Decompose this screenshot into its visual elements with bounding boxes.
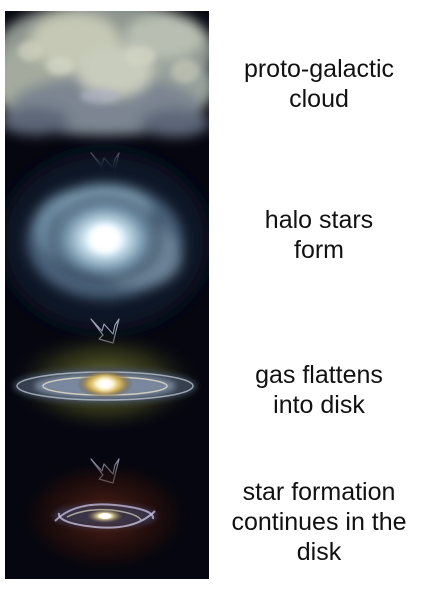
stage-label-star-formation: star formation continues in the disk xyxy=(212,477,426,567)
stage-label-line: into disk xyxy=(273,391,365,419)
galaxy-formation-illustration xyxy=(5,11,209,576)
spiral-galaxy-illustration xyxy=(15,456,195,576)
stage-label-halo-stars: halo stars form xyxy=(212,205,426,265)
stage-label-line: form xyxy=(294,236,344,264)
stage-label-gas-flattens: gas flattens into disk xyxy=(212,360,426,420)
stage-label-line: proto-galactic xyxy=(243,55,395,83)
stage-label-line: disk xyxy=(296,538,342,566)
stage-label-proto-galactic-cloud: proto-galactic cloud xyxy=(212,54,426,114)
stage-label-line: gas flattens xyxy=(255,361,383,389)
stage-label-line: continues in the xyxy=(231,508,407,536)
halo-illustration xyxy=(5,151,209,331)
stage-label-line: halo stars xyxy=(264,206,374,234)
stage-label-line: star formation xyxy=(242,478,396,506)
cloud-illustration xyxy=(5,11,209,137)
flattening-disk-illustration xyxy=(5,321,205,431)
stage-label-line: cloud xyxy=(289,85,349,113)
galaxy-formation-image-strip xyxy=(5,11,209,579)
